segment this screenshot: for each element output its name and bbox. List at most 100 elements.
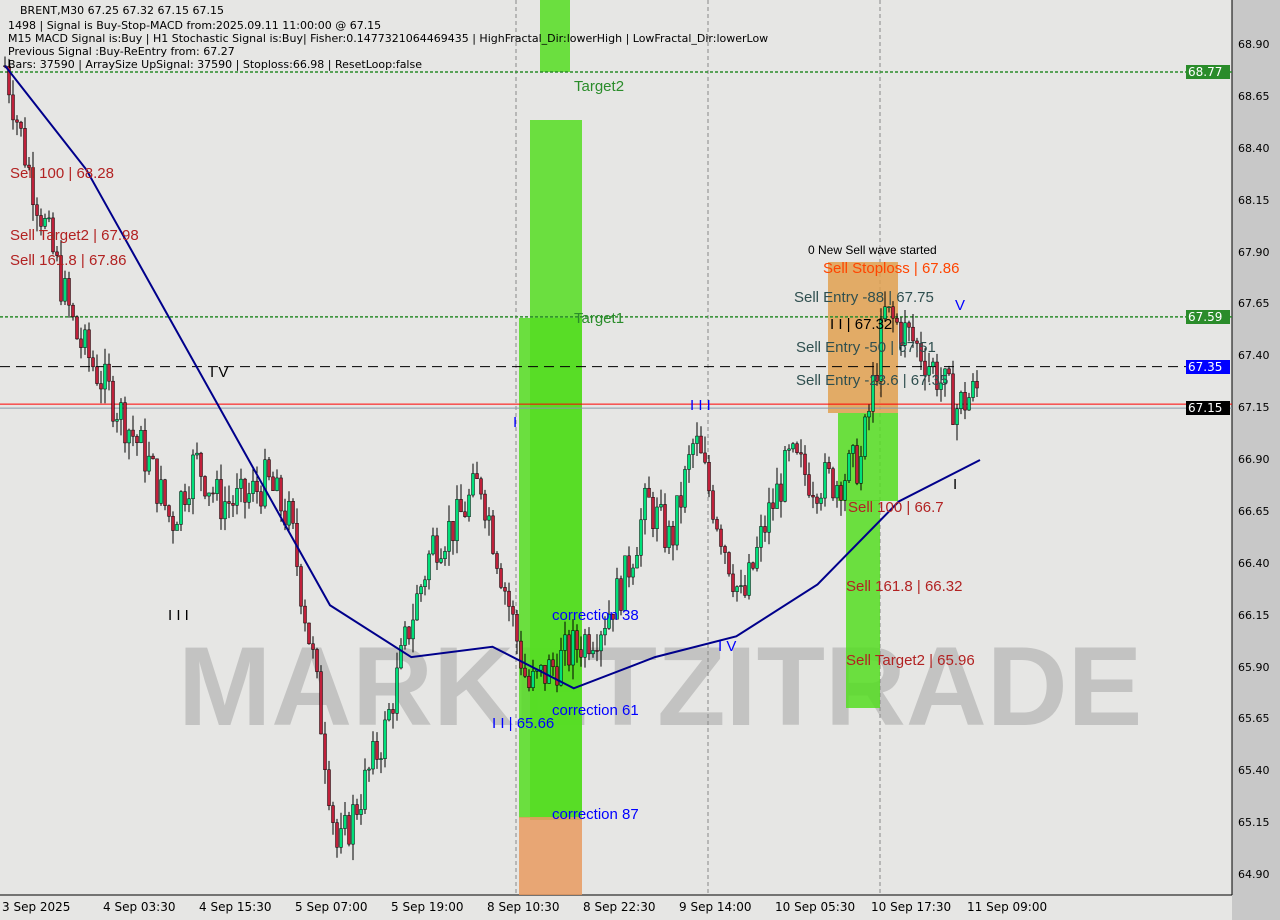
candle-body (435, 535, 439, 563)
candle-body (419, 586, 423, 595)
candle-body (207, 492, 211, 497)
candle-body (67, 278, 71, 306)
candle-body (671, 525, 675, 546)
candle-body (235, 488, 239, 506)
candle-body (267, 459, 271, 478)
candle-body (239, 478, 243, 489)
candle-body (255, 480, 259, 492)
candle-body (387, 709, 391, 721)
candle-body (747, 562, 751, 596)
x-tick-label: 8 Sep 10:30 (487, 900, 560, 914)
candle-body (531, 671, 535, 688)
y-tick-label: 66.15 (1238, 608, 1270, 622)
candle-body (343, 815, 347, 829)
candle-body (119, 402, 123, 420)
chart-annotation: Sell 161.8 | 67.86 (10, 251, 127, 269)
chart-annotation: Sell 100 | 66.7 (848, 498, 944, 516)
candle-body (355, 804, 359, 815)
candle-body (91, 357, 95, 368)
candle-body (451, 521, 455, 542)
chart-annotation: Sell 100 | 68.28 (10, 164, 114, 182)
signal-zone (519, 318, 582, 818)
candle-body (83, 329, 87, 348)
y-tick-label: 68.65 (1238, 89, 1270, 103)
chart-annotation: I I | 67.32 (830, 316, 893, 334)
watermark-logo: MARKETZITRADE (178, 624, 1142, 749)
candle-body (175, 524, 179, 531)
candle-body (539, 665, 543, 671)
y-tick-label: 68.90 (1238, 38, 1270, 51)
candle-body (31, 167, 35, 206)
candle-body (559, 650, 563, 686)
candle-body (711, 490, 715, 520)
chart-annotation: I I I (168, 606, 189, 624)
candle-body (111, 380, 115, 422)
candle-body (695, 435, 699, 444)
candle-body (911, 326, 915, 342)
candle-body (719, 528, 723, 547)
candle-body (59, 255, 63, 302)
y-tick-label: 67.15 (1238, 401, 1270, 415)
candle-body (127, 429, 131, 444)
candle-body (55, 251, 59, 256)
candle-body (131, 429, 135, 437)
candle-body (259, 491, 263, 507)
candle-body (251, 480, 255, 494)
candle-body (947, 368, 951, 375)
x-tick-label: 4 Sep 03:30 (103, 900, 176, 914)
candle-body (867, 411, 871, 418)
candle-body (659, 504, 663, 508)
candle-body (647, 487, 651, 498)
candle-body (279, 477, 283, 512)
candle-body (623, 555, 627, 611)
candle-body (715, 519, 719, 530)
candle-body (847, 453, 851, 481)
candle-body (191, 454, 195, 500)
candle-body (759, 526, 763, 548)
candle-body (243, 478, 247, 503)
price-tag: 67.35 (1186, 359, 1230, 374)
candle-body (195, 452, 199, 456)
chart-annotation: V (955, 297, 966, 315)
candle-body (803, 453, 807, 475)
y-tick-label: 66.65 (1238, 504, 1270, 518)
y-tick-label: 65.40 (1238, 764, 1270, 778)
candle-body (943, 368, 947, 384)
chart-annotation: I V (718, 637, 737, 655)
candle-body (247, 493, 251, 503)
candle-body (575, 630, 579, 650)
chart-annotation: Sell Target2 | 65.96 (846, 652, 975, 670)
candle-body (463, 511, 467, 517)
candle-body (503, 587, 507, 592)
candle-body (951, 373, 955, 425)
candle-body (927, 366, 931, 376)
candle-body (807, 474, 811, 496)
candle-body (459, 499, 463, 513)
price-tag: 68.77 (1186, 64, 1230, 79)
candle-body (19, 121, 23, 129)
candle-body (455, 499, 459, 542)
candle-body (11, 94, 15, 121)
candle-body (607, 613, 611, 629)
candle-body (467, 494, 471, 517)
candle-body (35, 204, 39, 216)
candle-body (743, 585, 747, 596)
y-tick-label: 67.90 (1238, 245, 1270, 259)
candle-body (359, 809, 363, 815)
candle-body (891, 306, 895, 319)
candle-body (179, 491, 183, 525)
candle-body (143, 429, 147, 472)
candle-body (819, 497, 823, 504)
candle-body (307, 622, 311, 645)
candle-body (315, 649, 319, 672)
chart-annotation: Target2 (574, 77, 625, 95)
candle-body (15, 119, 19, 123)
candle-body (431, 535, 435, 555)
candle-body (367, 768, 371, 771)
candle-body (551, 659, 555, 667)
signal-zone (828, 262, 898, 413)
candle-body (519, 640, 523, 669)
x-tick-label: 9 Sep 14:00 (679, 900, 752, 914)
candle-body (771, 502, 775, 509)
